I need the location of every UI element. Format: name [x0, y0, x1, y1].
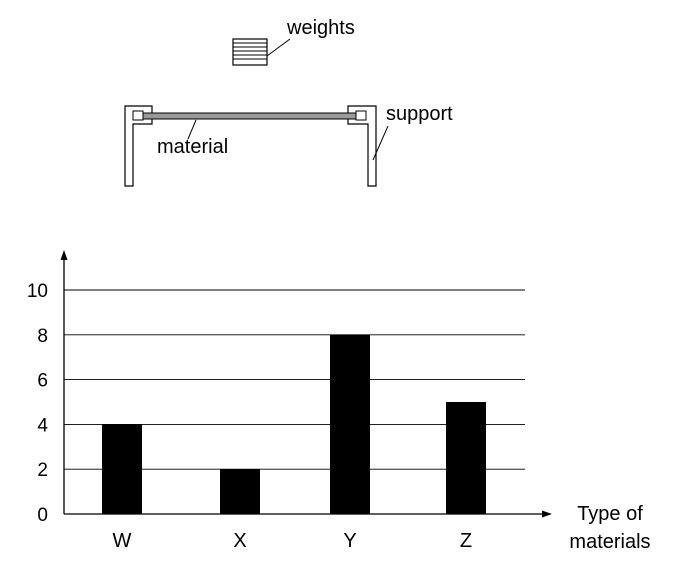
bar-x	[220, 469, 260, 514]
support-label: support	[386, 103, 453, 125]
x-axis-label-line-2: materials	[569, 531, 650, 553]
x-axis-arrow	[542, 510, 552, 518]
bar-z	[446, 402, 486, 514]
right-support	[347, 105, 377, 187]
weights-leader-line	[266, 38, 291, 57]
bar-y	[330, 334, 370, 514]
apparatus-diagram: weights material support	[124, 17, 453, 187]
weights-block	[232, 38, 268, 66]
x-tick-label: W	[113, 530, 132, 552]
y-tick-label: 10	[27, 281, 48, 302]
axes	[60, 250, 552, 518]
y-tick-labels: 0 2 4 6 8 10	[27, 281, 49, 526]
x-axis-label-line-1: Type of	[577, 503, 643, 525]
bar-chart: 0 2 4 6 8 10 W X Y Z Type of materials	[27, 250, 651, 553]
y-axis-arrow	[60, 250, 68, 260]
y-tick-label: 4	[37, 415, 48, 436]
y-tick-label: 6	[37, 371, 48, 392]
bars	[102, 334, 486, 514]
y-tick-label: 2	[37, 460, 48, 481]
x-tick-label: Z	[460, 530, 472, 552]
right-clamp	[355, 110, 367, 121]
y-tick-label: 0	[37, 505, 48, 526]
weights-label: weights	[286, 17, 355, 39]
material-strip	[142, 112, 357, 120]
y-tick-label: 8	[37, 326, 48, 347]
x-tick-label: Y	[343, 530, 356, 552]
support-leader-line	[372, 125, 389, 161]
left-support	[124, 105, 153, 187]
material-leader-line	[187, 119, 197, 140]
left-clamp	[132, 110, 144, 121]
material-label: material	[157, 136, 228, 158]
x-tick-labels: W X Y Z	[113, 530, 473, 552]
bar-w	[102, 424, 142, 514]
x-tick-label: X	[233, 530, 246, 552]
